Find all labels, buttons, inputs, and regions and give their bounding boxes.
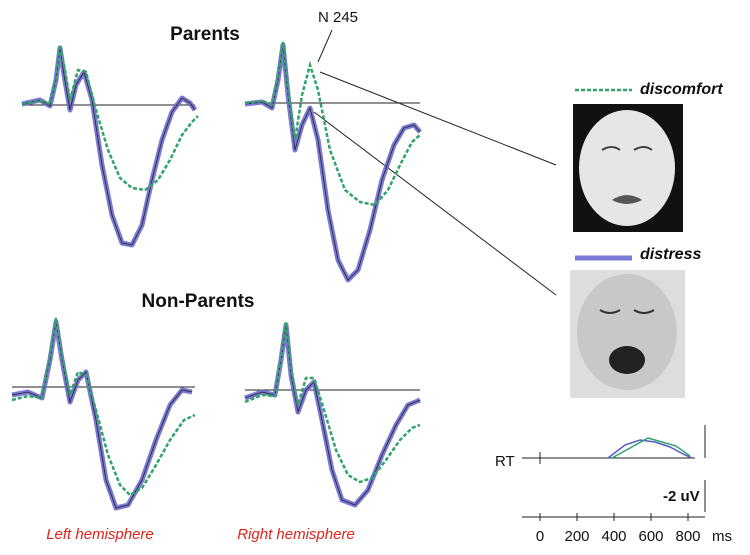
rt-label: RT (495, 453, 515, 470)
connector (319, 71, 557, 166)
waveform (21, 47, 196, 246)
legend-label: distress (640, 246, 701, 263)
tick-label: 400 (601, 528, 626, 545)
waveform (244, 44, 421, 281)
annotation: N 245 (318, 9, 358, 26)
tick-label: 600 (638, 528, 663, 545)
waveform (244, 322, 421, 508)
time-unit: ms (712, 528, 732, 545)
tick-label: 800 (675, 528, 700, 545)
legend-label: discomfort (640, 81, 723, 98)
waveform (11, 319, 193, 511)
face-image (570, 270, 685, 398)
waveform (244, 41, 421, 207)
rt-distribution (611, 437, 691, 459)
waveform (11, 317, 196, 497)
erp-plot (244, 41, 422, 283)
waveform (21, 44, 199, 192)
time-ticks: 0 200 400 600 800 (536, 513, 701, 545)
amplitude-scale: -2 uV (663, 488, 700, 505)
hemisphere-label: Right hemisphere (237, 526, 355, 543)
connector (313, 111, 557, 296)
erp-plot (21, 44, 199, 248)
hemisphere-label: Left hemisphere (46, 526, 154, 543)
annotation-line (317, 29, 333, 63)
tick-label: 0 (536, 528, 544, 545)
erp-plot (11, 317, 196, 511)
tick-label: 200 (564, 528, 589, 545)
group-title: Parents (170, 24, 240, 45)
group-title: Non-Parents (142, 291, 255, 312)
waveform (244, 321, 421, 484)
waveform (244, 42, 422, 283)
face-image (573, 104, 683, 232)
waveform (21, 45, 198, 248)
erp-plot (244, 321, 421, 508)
rt-distribution (607, 439, 693, 459)
